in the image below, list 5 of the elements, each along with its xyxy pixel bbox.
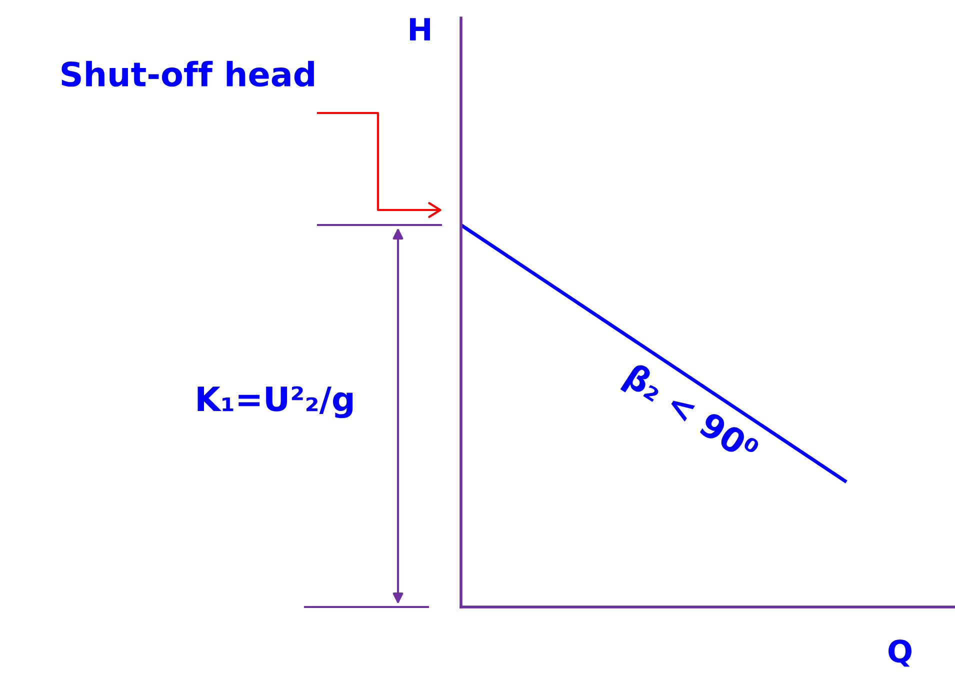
x-axis-title: Q [888,640,912,667]
text: Shut-off head [62,60,314,87]
annotation: β₂ < 90⁰ [620,362,761,469]
text: H [410,18,430,40]
text: K₁=U²₂/g [198,386,353,418]
